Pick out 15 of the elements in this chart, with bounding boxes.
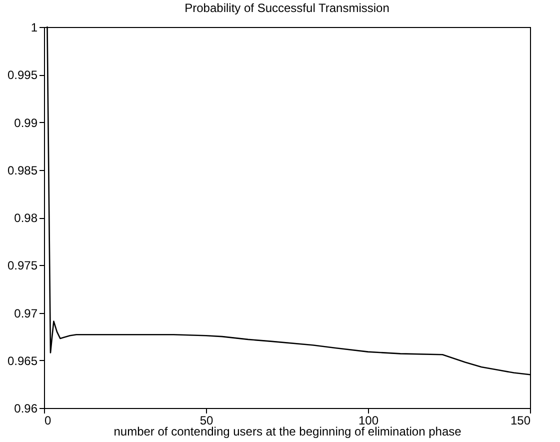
y-tick-label: 0.975: [7, 258, 38, 273]
x-tick-label: 0: [44, 414, 52, 428]
y-tick-label: 0.98: [14, 211, 38, 225]
y-tick-label: 0.97: [14, 306, 38, 320]
y-tick-label: 0.965: [7, 354, 38, 368]
y-tick-label: 0.96: [14, 402, 38, 416]
y-tick-label: 1: [30, 20, 38, 34]
y-tick-label: 0.985: [7, 163, 38, 178]
x-axis-title: number of contending users at the beginning of elimination phase: [114, 424, 462, 438]
y-tick-label: 0.99: [14, 116, 38, 130]
x-tick-label: 100: [358, 414, 379, 428]
x-tick-label: 150: [510, 414, 531, 428]
chart-title: Probability of Successful Transmission: [184, 1, 390, 15]
y-tick-label: 0.995: [7, 68, 38, 82]
x-tick-label: 50: [200, 414, 214, 428]
